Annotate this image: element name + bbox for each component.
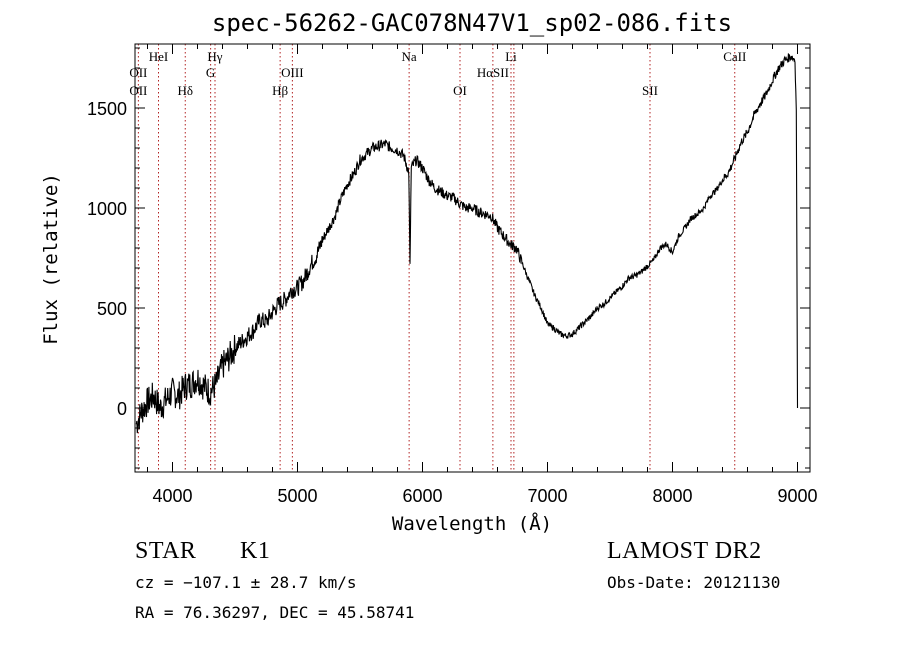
axis-ticks: [135, 44, 810, 472]
y-tick-label: 1000: [87, 199, 127, 219]
line-label: G: [206, 65, 215, 80]
observation-date: Obs-Date: 20121130: [607, 573, 781, 592]
line-label: Hδ: [177, 83, 193, 98]
x-axis-label: Wavelength (Å): [392, 512, 552, 535]
x-tick-label: 8000: [652, 486, 692, 506]
x-tick-label: 5000: [277, 486, 317, 506]
x-tick-label: 6000: [402, 486, 442, 506]
line-label: HeI: [149, 49, 169, 64]
line-label: OIII: [281, 65, 303, 80]
line-label: Li: [505, 49, 517, 64]
plot-frame: [134, 43, 811, 473]
x-tick-label: 7000: [527, 486, 567, 506]
line-label: Hγ: [207, 49, 222, 64]
x-tick-label: 4000: [152, 486, 192, 506]
x-tick-label: 9000: [777, 486, 817, 506]
line-label: CaII: [723, 49, 746, 64]
y-axis-label: Flux (relative): [40, 173, 62, 345]
spectrum-line: [135, 53, 799, 434]
y-tick-label: 0: [117, 399, 127, 419]
line-label: OII: [129, 65, 147, 80]
object-subclass: K1: [240, 538, 271, 564]
survey-name: LAMOST DR2: [607, 538, 762, 564]
line-label: HαSII: [477, 65, 509, 80]
y-tick-label: 1500: [87, 99, 127, 119]
coordinates: RA = 76.36297, DEC = 45.58741: [135, 603, 415, 622]
line-label: OI: [453, 83, 467, 98]
line-label: OII: [129, 83, 147, 98]
spectral-line-markers: [137, 44, 736, 472]
chart-title: spec-56262-GAC078N47V1_sp02-086.fits: [212, 9, 732, 37]
line-label: SII: [642, 83, 658, 98]
spectrum-plot: spec-56262-GAC078N47V1_sp02-086.fits OII…: [40, 9, 818, 535]
line-label: Na: [402, 49, 417, 64]
object-class: STAR: [135, 538, 197, 564]
redshift-velocity: cz = −107.1 ± 28.7 km/s: [135, 573, 357, 592]
y-tick-label: 500: [97, 299, 127, 319]
line-label: Hβ: [272, 83, 288, 98]
axis-tick-labels: 4000 5000 6000 7000 8000 9000 0 500 1000 1500: [87, 99, 818, 506]
